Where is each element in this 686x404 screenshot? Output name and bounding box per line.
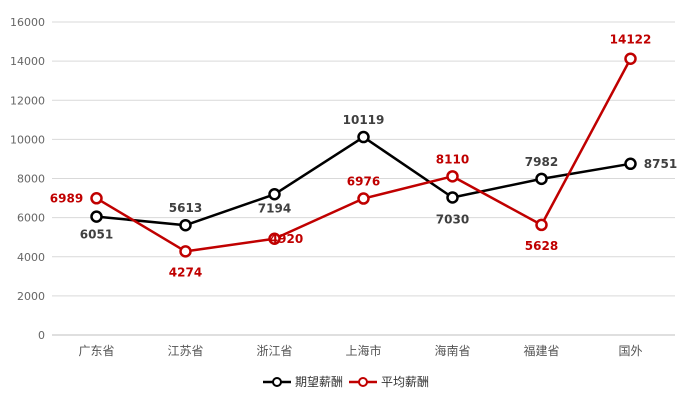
x-tick-label: 上海市 <box>345 343 381 358</box>
data-point[interactable] <box>90 192 103 205</box>
legend-item[interactable]: 平均薪酬 <box>349 375 429 389</box>
y-tick-label: 10000 <box>10 133 45 146</box>
y-tick-label: 14000 <box>10 55 45 68</box>
y-tick-label: 16000 <box>10 16 45 29</box>
data-label: 5613 <box>169 201 202 215</box>
data-label: 6051 <box>80 228 113 242</box>
x-tick-label: 国外 <box>618 344 642 358</box>
data-point[interactable] <box>446 191 459 204</box>
data-point[interactable] <box>624 52 637 65</box>
data-point[interactable] <box>268 232 281 246</box>
y-tick-label: 8000 <box>17 173 45 186</box>
x-tick-label: 福建省 <box>523 343 559 358</box>
data-point[interactable] <box>446 170 459 183</box>
data-label: 6989 <box>50 191 83 205</box>
data-point[interactable] <box>535 172 548 186</box>
data-point[interactable] <box>179 218 192 232</box>
x-tick-label: 海南省 <box>434 343 470 358</box>
data-point[interactable] <box>90 210 103 223</box>
legend-item[interactable]: 期望薪酬 <box>263 375 343 389</box>
y-tick-label: 0 <box>38 329 45 342</box>
y-tick-label: 2000 <box>17 290 45 303</box>
x-tick-label: 广东省 <box>78 344 114 358</box>
y-axis: 0 2000 4000 6000 8000 10000 12000 14000 16000 <box>10 16 45 342</box>
data-point[interactable] <box>624 157 637 171</box>
legend-marker <box>272 377 282 387</box>
y-tick-label: 4000 <box>17 251 45 264</box>
x-tick-label: 江苏省 <box>167 344 203 358</box>
data-label: 8751 <box>644 157 677 171</box>
data-point[interactable] <box>179 245 192 258</box>
y-tick-label: 12000 <box>10 94 45 107</box>
data-label: 7982 <box>525 155 558 169</box>
data-label: 7194 <box>258 201 291 215</box>
data-label: 10119 <box>343 113 385 127</box>
data-label: 7030 <box>436 212 469 226</box>
data-label: 14122 <box>610 33 652 47</box>
series <box>90 52 637 258</box>
data-label: 8110 <box>436 152 469 166</box>
data-point[interactable] <box>357 130 370 144</box>
data-label: 4920 <box>270 232 303 246</box>
data-label: 4274 <box>169 265 202 279</box>
y-tick-label: 6000 <box>17 212 45 225</box>
data-point[interactable] <box>357 192 370 205</box>
data-point[interactable] <box>535 218 548 232</box>
x-axis: 广东省 江苏省 浙江省 上海市 海南省 福建省 国外 <box>78 343 642 358</box>
legend[interactable]: 期望薪酬 平均薪酬 <box>263 375 429 389</box>
legend-marker <box>358 377 368 387</box>
legend-label: 平均薪酬 <box>381 375 429 389</box>
data-label: 6976 <box>347 175 380 189</box>
data-labels: 6051 5613 7194 10119 7030 7982 8751 6989 4274 492… <box>50 33 677 280</box>
data-point[interactable] <box>268 188 281 201</box>
x-tick-label: 浙江省 <box>256 344 292 358</box>
data-label: 5628 <box>525 239 558 253</box>
legend-label: 期望薪酬 <box>295 375 343 389</box>
